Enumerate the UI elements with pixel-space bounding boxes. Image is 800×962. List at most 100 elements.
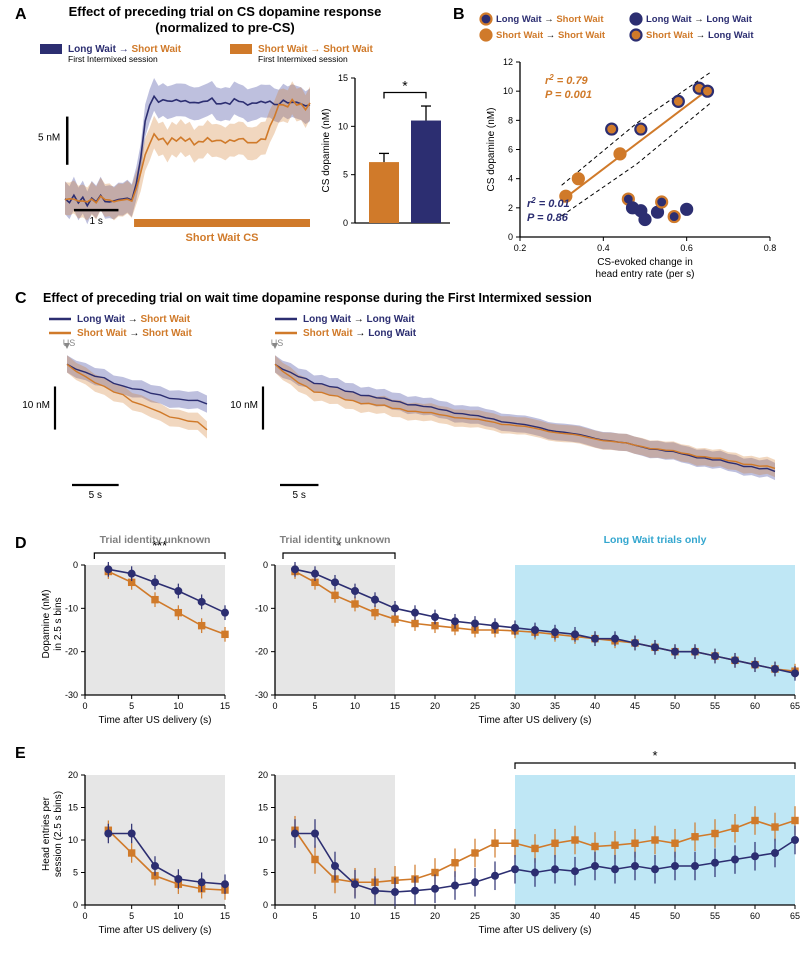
svg-text:Long Wait trials only: Long Wait trials only <box>604 534 707 546</box>
svg-text:Head entries per: Head entries per <box>41 796 52 871</box>
svg-text:Dopamine (nM): Dopamine (nM) <box>41 590 52 659</box>
figure-root: A B C D E Effect of preceding trial on C… <box>0 0 800 962</box>
svg-text:Long Wait → Long Wait: Long Wait → Long Wait <box>303 314 415 325</box>
svg-text:0.8: 0.8 <box>764 243 777 253</box>
svg-text:35: 35 <box>550 701 560 711</box>
panel-c-label: C <box>15 290 27 308</box>
svg-text:0: 0 <box>82 701 87 711</box>
svg-text:10: 10 <box>68 835 78 845</box>
svg-text:20: 20 <box>68 770 78 780</box>
svg-text:r2 = 0.01: r2 = 0.01 <box>527 196 570 210</box>
svg-text:40: 40 <box>590 701 600 711</box>
svg-text:0: 0 <box>508 232 513 242</box>
svg-text:45: 45 <box>630 911 640 921</box>
svg-text:Effect of preceding trial on w: Effect of preceding trial on wait time d… <box>43 291 592 305</box>
svg-text:P = 0.86: P = 0.86 <box>527 212 569 224</box>
svg-text:First Intermixed session: First Intermixed session <box>68 54 158 64</box>
svg-text:-20: -20 <box>65 647 78 657</box>
figure-svg: Effect of preceding trial on CS dopamine… <box>0 0 800 957</box>
svg-text:Time after US delivery (s): Time after US delivery (s) <box>99 715 212 726</box>
svg-text:65: 65 <box>790 701 800 711</box>
svg-text:r2 = 0.79: r2 = 0.79 <box>545 73 589 87</box>
svg-text:Time after US delivery (s): Time after US delivery (s) <box>479 715 592 726</box>
svg-text:15: 15 <box>390 911 400 921</box>
svg-text:10 nM: 10 nM <box>230 400 258 411</box>
svg-text:Long Wait → Long Wait: Long Wait → Long Wait <box>646 14 753 25</box>
panel-d-label: D <box>15 535 27 553</box>
svg-text:15: 15 <box>68 803 78 813</box>
svg-text:Short Wait → Long Wait: Short Wait → Long Wait <box>303 328 417 339</box>
svg-text:20: 20 <box>258 770 268 780</box>
svg-text:Effect of preceding trial on C: Effect of preceding trial on CS dopamine… <box>69 4 382 19</box>
svg-text:10: 10 <box>173 701 183 711</box>
svg-text:4: 4 <box>508 174 513 184</box>
svg-text:(normalized to pre-CS): (normalized to pre-CS) <box>155 20 294 35</box>
svg-text:Short Wait → Short Wait: Short Wait → Short Wait <box>496 30 606 41</box>
svg-text:0.4: 0.4 <box>597 243 610 253</box>
svg-text:10: 10 <box>350 701 360 711</box>
svg-text:Trial identity unknown: Trial identity unknown <box>280 534 391 546</box>
svg-text:Time after US delivery (s): Time after US delivery (s) <box>99 925 212 936</box>
svg-text:0: 0 <box>263 900 268 910</box>
svg-text:5 s: 5 s <box>293 490 306 501</box>
svg-text:5: 5 <box>312 911 317 921</box>
svg-text:5: 5 <box>129 701 134 711</box>
svg-text:10: 10 <box>350 911 360 921</box>
svg-text:10: 10 <box>258 835 268 845</box>
svg-text:50: 50 <box>670 701 680 711</box>
svg-text:30: 30 <box>510 911 520 921</box>
svg-text:30: 30 <box>510 701 520 711</box>
svg-text:-10: -10 <box>65 603 78 613</box>
svg-text:5 nM: 5 nM <box>38 133 60 144</box>
panel-e-label: E <box>15 745 26 763</box>
svg-text:First Intermixed session: First Intermixed session <box>258 54 348 64</box>
svg-text:CS-evoked change in: CS-evoked change in <box>597 257 693 268</box>
svg-text:-20: -20 <box>255 647 268 657</box>
svg-text:50: 50 <box>670 911 680 921</box>
svg-text:CS dopamine (nM): CS dopamine (nM) <box>486 108 497 192</box>
svg-text:-10: -10 <box>255 603 268 613</box>
svg-text:session (2.5 s bins): session (2.5 s bins) <box>53 791 64 877</box>
svg-text:5: 5 <box>129 911 134 921</box>
svg-text:Short Wait → Short Wait: Short Wait → Short Wait <box>77 328 192 339</box>
svg-text:Long Wait → Short Wait: Long Wait → Short Wait <box>496 14 604 25</box>
svg-text:Short Wait CS: Short Wait CS <box>186 232 259 244</box>
svg-text:15: 15 <box>338 73 348 83</box>
svg-text:15: 15 <box>220 701 230 711</box>
svg-text:5: 5 <box>343 170 348 180</box>
svg-text:65: 65 <box>790 911 800 921</box>
svg-text:P = 0.001: P = 0.001 <box>545 89 592 101</box>
svg-text:10 nM: 10 nM <box>22 400 50 411</box>
svg-text:25: 25 <box>470 911 480 921</box>
svg-text:10: 10 <box>503 86 513 96</box>
svg-text:-30: -30 <box>65 690 78 700</box>
svg-text:55: 55 <box>710 701 720 711</box>
svg-text:0: 0 <box>272 701 277 711</box>
svg-text:-30: -30 <box>255 690 268 700</box>
svg-text:*: * <box>652 748 657 763</box>
svg-text:0.6: 0.6 <box>680 243 693 253</box>
svg-text:0: 0 <box>272 911 277 921</box>
svg-text:1 s: 1 s <box>90 216 103 227</box>
svg-text:60: 60 <box>750 911 760 921</box>
svg-text:0.2: 0.2 <box>514 243 527 253</box>
svg-text:15: 15 <box>390 701 400 711</box>
svg-text:25: 25 <box>470 701 480 711</box>
svg-text:45: 45 <box>630 701 640 711</box>
svg-text:0: 0 <box>343 218 348 228</box>
svg-text:15: 15 <box>258 803 268 813</box>
svg-text:CS dopamine (nM): CS dopamine (nM) <box>321 109 332 193</box>
svg-text:0: 0 <box>82 911 87 921</box>
svg-text:Long Wait → Short Wait: Long Wait → Short Wait <box>77 314 191 325</box>
svg-text:5: 5 <box>73 868 78 878</box>
svg-text:head entry rate (per s): head entry rate (per s) <box>596 269 695 280</box>
svg-text:2: 2 <box>508 203 513 213</box>
panel-a-label: A <box>15 6 27 24</box>
svg-text:5: 5 <box>263 868 268 878</box>
panel-b-label: B <box>453 6 465 24</box>
svg-text:12: 12 <box>503 57 513 67</box>
svg-text:8: 8 <box>508 115 513 125</box>
svg-text:10: 10 <box>338 121 348 131</box>
svg-text:20: 20 <box>430 911 440 921</box>
svg-text:10: 10 <box>173 911 183 921</box>
